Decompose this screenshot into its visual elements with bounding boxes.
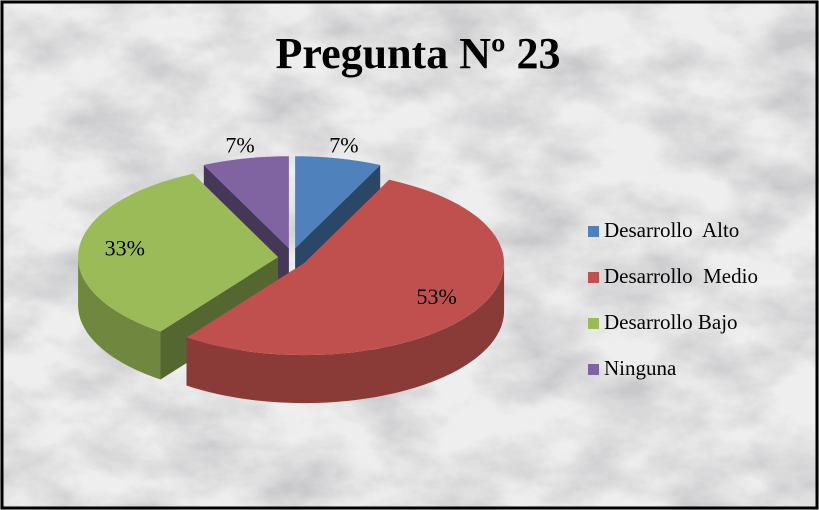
legend-swatch xyxy=(588,272,599,283)
chart-title: Pregunta Nº 23 xyxy=(275,29,560,78)
slice xyxy=(295,156,381,249)
slice xyxy=(203,156,289,249)
data-label: 33% xyxy=(105,235,145,260)
slice-side xyxy=(186,263,505,404)
legend-swatch xyxy=(588,318,599,329)
data-label: 53% xyxy=(416,284,456,309)
legend-label: Desarrollo Alto xyxy=(604,218,739,242)
legend-label: Desarrollo Medio xyxy=(604,264,758,288)
slice xyxy=(186,179,504,356)
slice xyxy=(78,173,279,332)
data-label: 7% xyxy=(225,133,254,158)
legend-swatch xyxy=(588,226,599,237)
legend-label: Desarrollo Bajo xyxy=(604,310,738,334)
pie: 7% 53% 33% 7% xyxy=(78,133,505,404)
slice-side xyxy=(78,257,161,380)
legend: Desarrollo Alto Desarrollo Medio Desarroll… xyxy=(588,218,758,380)
legend-label: Ninguna xyxy=(604,356,677,380)
legend-swatch xyxy=(588,364,599,375)
data-label: 7% xyxy=(329,133,358,158)
